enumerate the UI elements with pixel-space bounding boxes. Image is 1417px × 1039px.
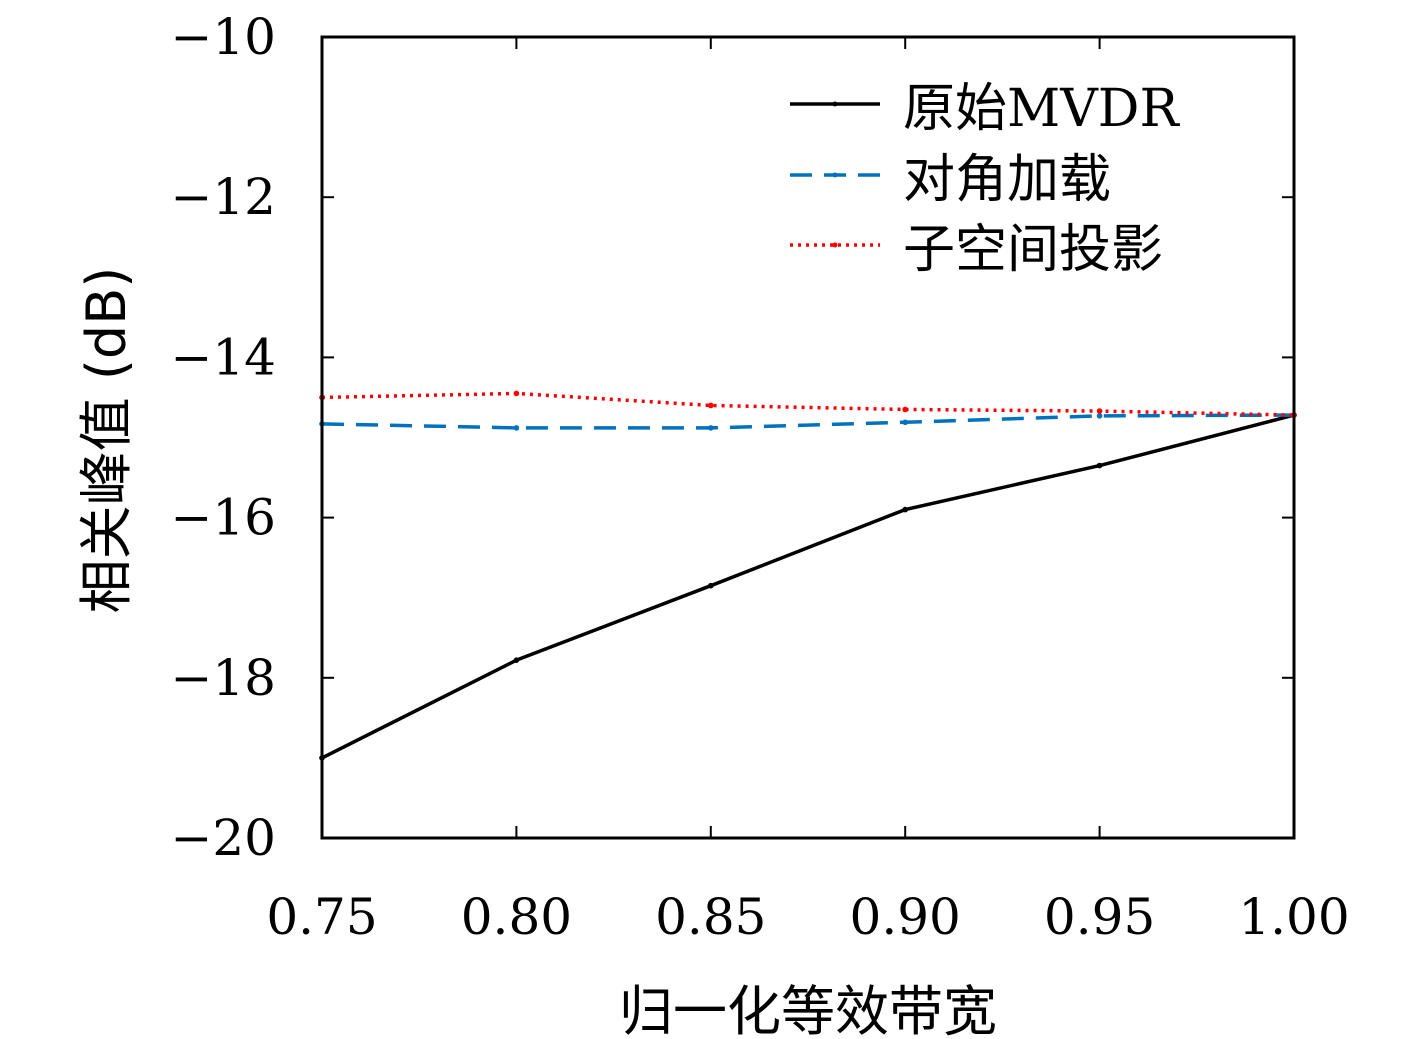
data-point	[1096, 413, 1103, 419]
legend-marker-diagonal-loading	[832, 172, 838, 178]
series-line-0	[321, 413, 1295, 760]
data-point	[708, 582, 714, 589]
y-axis-title: 相关峰值 (dB)	[75, 267, 138, 614]
plot-frame	[320, 35, 1296, 840]
legend-label-diagonal-loading: 对角加载	[903, 150, 1111, 210]
legend: 原始MVDR 对角加载 子空间投影	[790, 79, 1180, 280]
data-point	[1096, 408, 1103, 414]
data-point	[708, 425, 714, 431]
x-tick-label: 1.00	[1238, 888, 1349, 946]
series-layer	[319, 390, 1297, 761]
y-tick-label: −10	[170, 8, 276, 66]
y-tick-label: −16	[170, 489, 276, 547]
y-tick-label: −12	[170, 168, 276, 226]
data-point	[513, 657, 520, 663]
y-tick-label: −14	[170, 328, 276, 386]
legend-label-subspace-projection: 子空间投影	[903, 220, 1163, 280]
data-point	[902, 506, 908, 513]
x-tick-label: 0.85	[655, 888, 766, 946]
data-point	[513, 425, 520, 431]
x-tick-label: 0.90	[850, 888, 961, 946]
data-point	[1096, 462, 1103, 469]
x-tick-label: 0.95	[1044, 888, 1155, 946]
series-line-1	[321, 413, 1295, 430]
legend-marker-original-mvdr	[832, 101, 838, 107]
data-point	[708, 402, 714, 409]
legend-label-original-mvdr: 原始MVDR	[903, 79, 1180, 139]
series-line-2	[321, 391, 1295, 417]
x-tick-label: 0.80	[461, 888, 572, 946]
x-axis-title: 归一化等效带宽	[619, 980, 997, 1039]
data-point	[902, 406, 908, 413]
data-point	[902, 419, 908, 426]
axis-ticks: 0.75 0.80 0.85 0.90 0.95 1.00 −10 −12 −14 −16 −18 −…	[170, 8, 1349, 946]
data-point	[513, 390, 520, 397]
y-tick-label: −18	[170, 649, 276, 707]
legend-marker-subspace-projection	[832, 242, 838, 248]
x-tick-label: 0.75	[266, 888, 377, 946]
y-tick-label: −20	[170, 809, 276, 867]
